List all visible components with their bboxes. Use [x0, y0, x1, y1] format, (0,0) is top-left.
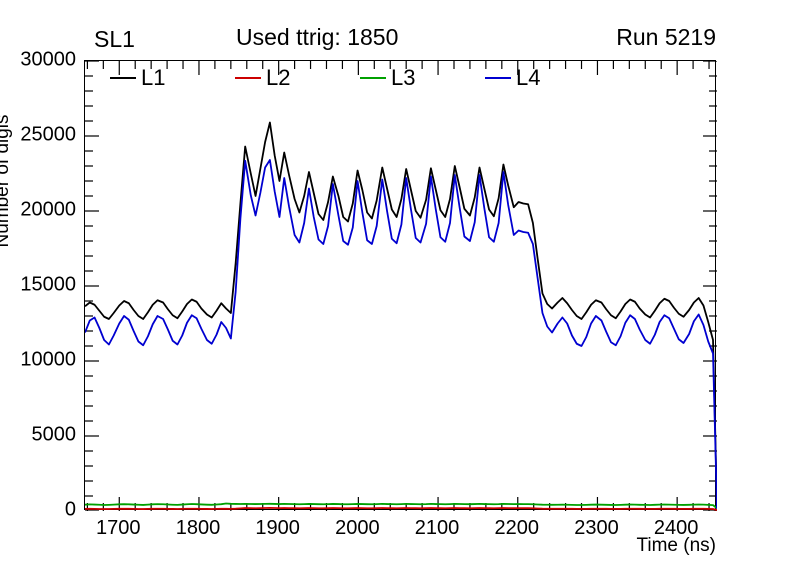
legend-label: L4	[516, 65, 541, 90]
legend-item-l1[interactable]: L1	[110, 67, 235, 89]
plot-frame	[84, 60, 717, 511]
y-tick-label: 10000	[20, 348, 76, 371]
x-tick-label: 1800	[175, 517, 221, 539]
x-tick-label: 2300	[574, 517, 619, 539]
legend-label: L2	[266, 65, 291, 90]
legend-item-l3[interactable]: L3	[360, 67, 485, 89]
legend-swatch-l3-icon	[360, 77, 386, 79]
ttrig-title: Used ttrig: 1850	[236, 24, 399, 50]
x-tick-label: 1700	[96, 517, 141, 539]
y-tick-label: 30000	[20, 48, 76, 71]
y-tick-label: 0	[64, 498, 76, 521]
y-axis-label: Number of digis	[0, 114, 13, 248]
data-series-layer	[85, 61, 717, 511]
legend-item-l2[interactable]: L2	[235, 67, 360, 89]
run-number-label: Run 5219	[616, 24, 716, 50]
legend-item-l4[interactable]: L4	[485, 67, 610, 89]
sl-label: SL1	[94, 26, 135, 52]
series-l1	[85, 121, 717, 507]
x-tick-label: 2200	[494, 517, 540, 539]
x-axis-label: Time (ns)	[636, 535, 716, 556]
x-tick-label: 1900	[255, 517, 300, 539]
series-l4	[85, 159, 717, 509]
legend-label: L1	[141, 65, 166, 90]
series-l2	[85, 507, 717, 511]
legend-swatch-l1-icon	[110, 77, 136, 79]
legend: L1 L2 L3 L4	[110, 62, 610, 94]
legend-swatch-l4-icon	[485, 77, 511, 79]
y-tick-label: 25000	[20, 123, 76, 146]
x-tick-label: 2100	[414, 517, 460, 539]
x-tick-label: 2000	[335, 517, 380, 539]
x-tick-label: 2400	[653, 517, 699, 539]
legend-label: L3	[391, 65, 416, 90]
series-l3	[85, 502, 717, 510]
y-tick-label: 5000	[31, 423, 77, 446]
y-tick-label: 15000	[20, 273, 76, 296]
legend-swatch-l2-icon	[235, 77, 261, 79]
y-tick-label: 20000	[20, 198, 76, 221]
